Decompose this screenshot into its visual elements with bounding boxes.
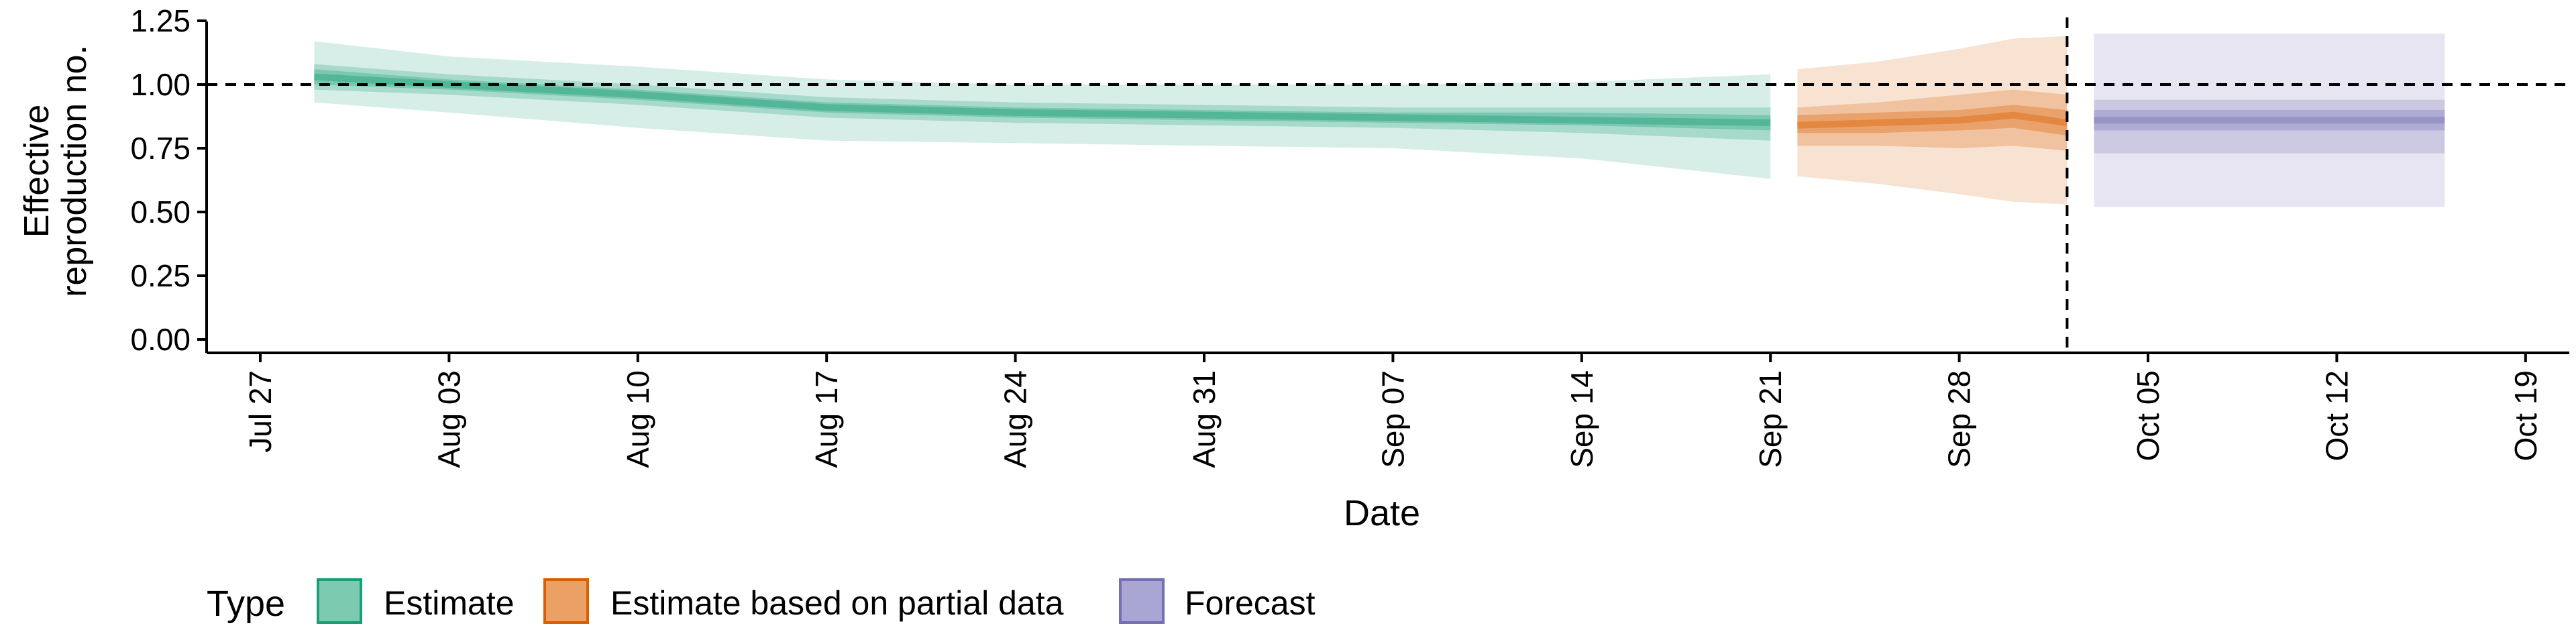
legend-label-estimate: Estimate <box>384 584 515 622</box>
legend: Type Estimate Estimate based on partial … <box>207 578 1316 624</box>
legend-label-forecast: Forecast <box>1185 584 1316 622</box>
y-tick-label: 0.25 <box>130 258 191 293</box>
y-tick-label: 0.75 <box>130 131 191 166</box>
x-tick-label: Sep 07 <box>1375 370 1410 468</box>
legend-swatch-partial <box>543 578 589 624</box>
x-tick-label: Aug 03 <box>431 370 466 468</box>
median-line-estimate-based-on-partial-data <box>1797 111 2068 129</box>
x-tick-label: Oct 12 <box>2319 370 2354 462</box>
y-tick-labels: 0.00 0.25 0.50 0.75 1.00 1.25 <box>130 3 191 357</box>
y-tick-label: 1.00 <box>130 67 191 102</box>
x-tick-label: Aug 31 <box>1187 370 1222 468</box>
x-axis-title: Date <box>1344 493 1420 533</box>
x-tick-labels: Jul 27 Aug 03 Aug 10 Aug 17 Aug 24 Aug 31 Sep … <box>243 370 2543 468</box>
legend-swatch-forecast <box>1119 578 1165 624</box>
chart-median-lines <box>314 73 2445 129</box>
y-axis-title-line2: reproduction no. <box>55 45 94 297</box>
x-tick-label: Aug 24 <box>998 370 1033 468</box>
x-tick-label: Sep 21 <box>1753 370 1788 468</box>
x-tick-label: Aug 10 <box>621 370 655 468</box>
legend-swatch-estimate <box>317 578 362 624</box>
x-tick-label: Oct 19 <box>2508 370 2543 462</box>
y-axis-title-line1: Effective <box>17 105 56 237</box>
x-tick-label: Aug 17 <box>809 370 844 468</box>
y-tick-label: 0.50 <box>130 195 191 229</box>
y-tick-label: 1.25 <box>130 3 191 38</box>
legend-label-partial: Estimate based on partial data <box>610 584 1064 622</box>
x-tick-label: Sep 28 <box>1942 370 1977 468</box>
x-tick-label: Jul 27 <box>243 370 278 453</box>
median-line-estimate <box>314 73 1771 126</box>
chart-axes <box>197 19 2569 362</box>
x-tick-label: Oct 05 <box>2131 370 2165 462</box>
x-tick-label: Sep 14 <box>1564 370 1599 468</box>
y-tick-label: 0.00 <box>130 322 191 357</box>
legend-title: Type <box>207 584 285 624</box>
